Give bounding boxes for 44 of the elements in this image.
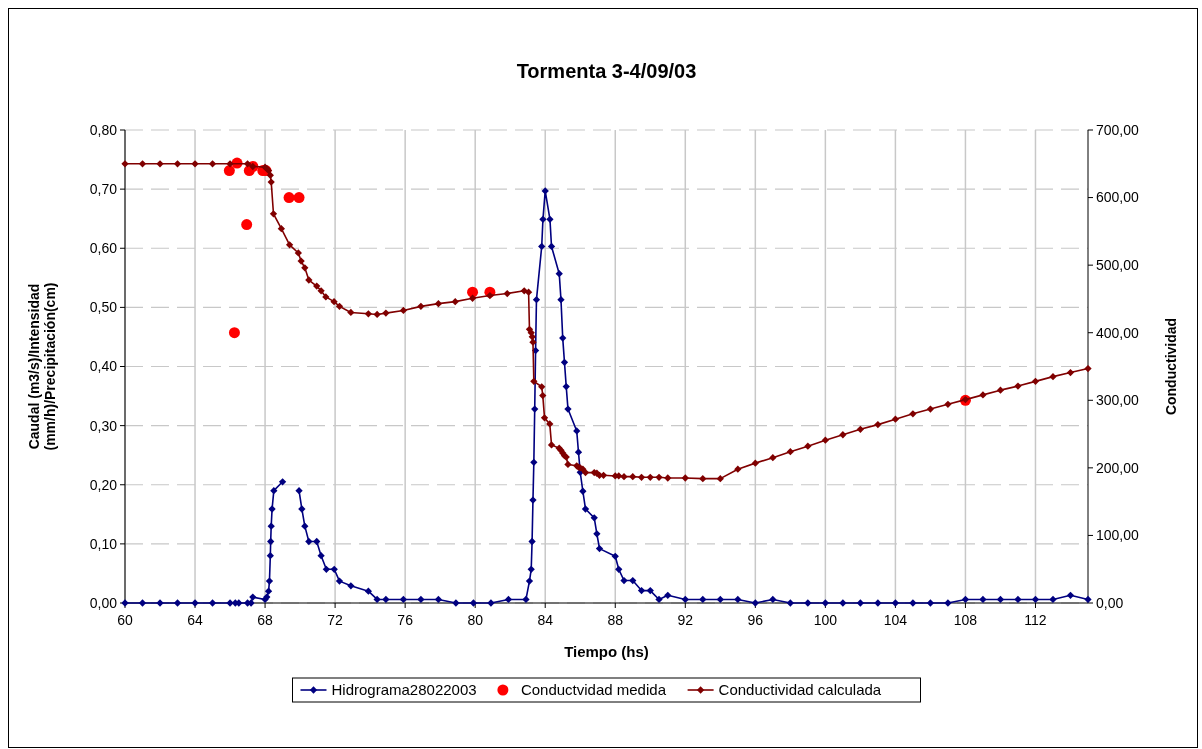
x-tick-label: 80 — [467, 612, 484, 628]
y-tick-label: 0,10 — [89, 535, 118, 552]
y-tick-label: 0,80 — [89, 121, 118, 138]
y-tick-label: 0,50 — [89, 299, 118, 316]
y2-tick-label: 600,00 — [1096, 189, 1140, 206]
y-tick-label: 0,30 — [89, 417, 118, 434]
y-tick-label: 0,00 — [89, 594, 118, 611]
chart-title: Tormenta 3-4/09/03 — [516, 60, 697, 82]
x-axis-title: Tiempo (hs) — [564, 643, 649, 660]
point — [467, 286, 479, 298]
legend-label: Conductvidad medida — [520, 681, 667, 699]
x-tick-label: 108 — [953, 612, 978, 628]
y-tick-label: 0,70 — [89, 181, 118, 198]
x-tick-label: 96 — [747, 612, 764, 628]
y-tick-label: 0,60 — [89, 240, 118, 257]
y-tick-label: 0,20 — [89, 476, 118, 493]
x-tick-label: 68 — [257, 612, 274, 628]
x-tick-label: 72 — [327, 612, 344, 628]
point — [241, 219, 253, 231]
y2-tick-label: 200,00 — [1096, 459, 1140, 476]
y-tick-label: 0,40 — [89, 358, 118, 375]
point — [223, 165, 235, 177]
x-tick-label: 104 — [883, 612, 908, 628]
y2-axis-title: Conductividad — [1163, 317, 1179, 416]
legend-label: Conductividad calculada — [718, 681, 882, 699]
y2-tick-label: 300,00 — [1096, 392, 1140, 409]
x-tick-label: 100 — [813, 612, 838, 628]
x-tick-label: 76 — [397, 612, 414, 628]
x-tick-label: 92 — [677, 612, 694, 628]
x-tick-label: 60 — [117, 612, 133, 628]
legend-label: Hidrograma28022003 — [331, 681, 477, 699]
point — [293, 192, 305, 204]
x-tick-label: 88 — [607, 612, 624, 628]
point — [228, 327, 240, 339]
x-tick-label: 64 — [187, 612, 204, 628]
y2-tick-label: 500,00 — [1096, 257, 1140, 274]
y-axis-title: Caudal (m3/s)/Intensidad (mm/h)/Precipitación(cm) — [25, 282, 59, 451]
y2-tick-label: 0,00 — [1096, 594, 1124, 611]
y2-tick-label: 100,00 — [1096, 527, 1140, 544]
point — [283, 192, 295, 204]
x-tick-label: 84 — [537, 612, 554, 628]
x-tick-label: 112 — [1024, 612, 1047, 628]
y2-tick-label: 700,00 — [1096, 121, 1140, 138]
y2-tick-label: 400,00 — [1096, 324, 1140, 341]
